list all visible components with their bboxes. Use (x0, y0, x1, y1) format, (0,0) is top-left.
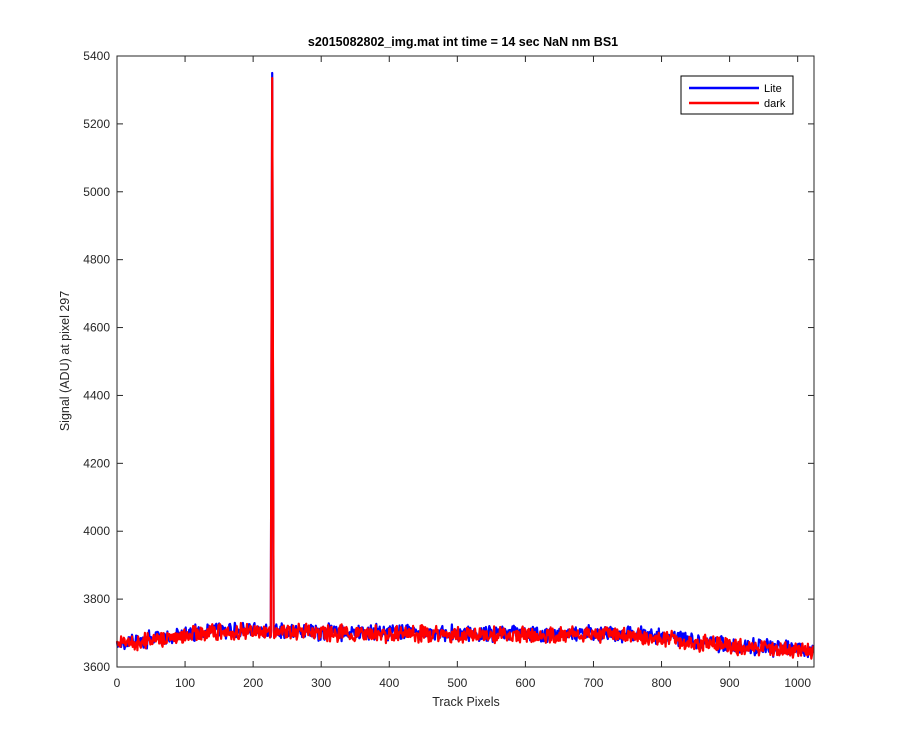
plot-background (117, 56, 814, 667)
x-axis-ticks: 0 100 200 300 400 500 600 700 800 900 1000 (114, 56, 811, 690)
x-axis-label: Track Pixels (432, 695, 500, 709)
x-tick-label: 400 (379, 676, 399, 690)
series-layer (115, 71, 815, 660)
axes-box (116, 55, 815, 668)
x-tick-label: 600 (515, 676, 535, 690)
y-axis-ticks: 3600 3800 4000 4200 4400 4600 4800 5000 5200 5400 (83, 49, 814, 674)
plot-area: 0 100 200 300 400 500 600 700 800 900 1000 3600 380… (83, 49, 815, 690)
legend-label-lite: Lite (764, 83, 782, 95)
legend-box (680, 75, 794, 115)
series-line-dark (115, 76, 815, 660)
y-tick-label: 4800 (83, 253, 110, 267)
x-tick-label: 200 (243, 676, 263, 690)
y-tick-label: 4600 (83, 321, 110, 335)
x-tick-label: 700 (583, 676, 603, 690)
x-tick-label: 900 (720, 676, 740, 690)
x-tick-label: 300 (311, 676, 331, 690)
y-tick-label: 3600 (83, 660, 110, 674)
y-tick-label: 5200 (83, 117, 110, 131)
chart-title: s2015082802_img.mat int time = 14 sec Na… (308, 35, 618, 49)
y-tick-label: 5000 (83, 185, 110, 199)
y-tick-label: 4000 (83, 524, 110, 538)
x-tick-label: 0 (114, 676, 121, 690)
legend: Lite dark (680, 75, 794, 115)
x-tick-label: 500 (447, 676, 467, 690)
x-tick-label: 1000 (784, 676, 811, 690)
x-tick-label: 800 (652, 676, 672, 690)
y-tick-label: 4400 (83, 388, 110, 402)
y-tick-label: 3800 (83, 592, 110, 606)
y-tick-label: 4200 (83, 456, 110, 470)
y-tick-label: 5400 (83, 49, 110, 63)
legend-label-dark: dark (764, 98, 786, 110)
x-tick-label: 100 (175, 676, 195, 690)
y-axis-label: Signal (ADU) at pixel 297 (58, 291, 72, 431)
